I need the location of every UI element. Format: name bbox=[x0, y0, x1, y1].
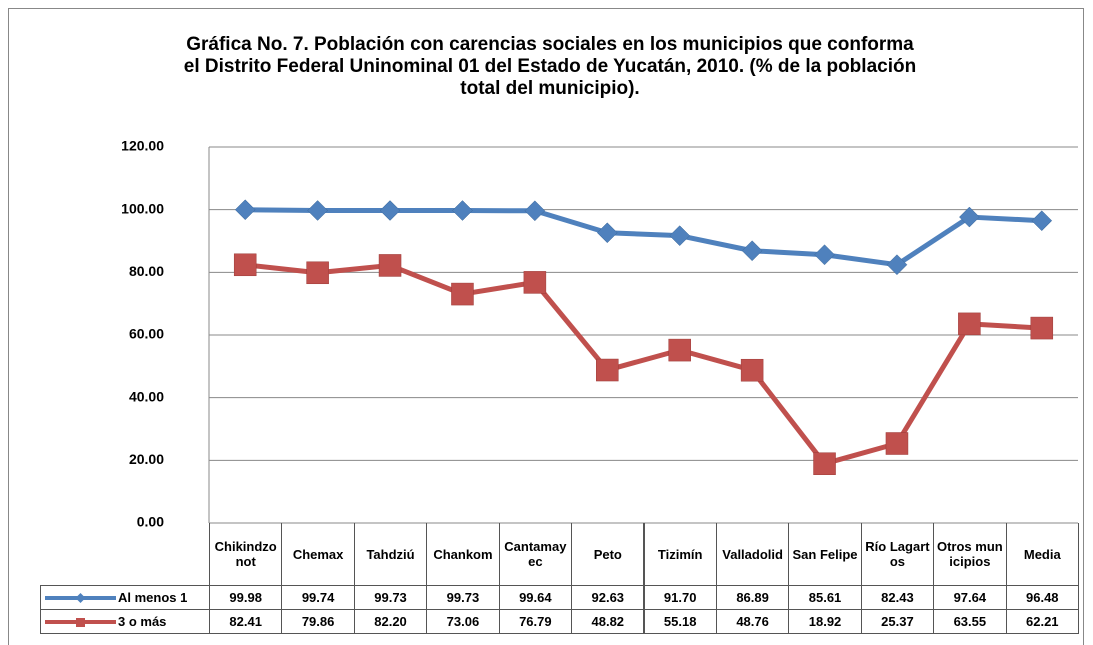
value-cell: 99.64 bbox=[498, 585, 573, 610]
marker bbox=[959, 206, 980, 228]
category-cell: Media bbox=[1005, 523, 1079, 586]
value-cell: 18.92 bbox=[788, 609, 862, 634]
legend-icon bbox=[45, 592, 116, 603]
value-cell: 97.64 bbox=[933, 585, 1007, 610]
y-tick-label: 80.00 bbox=[129, 263, 164, 279]
category-cell: Chikindzonot bbox=[209, 523, 283, 586]
value-cell: 99.74 bbox=[281, 585, 355, 610]
legend-icon bbox=[45, 617, 116, 627]
chart-frame bbox=[8, 8, 1084, 645]
value-cell: 82.20 bbox=[353, 609, 428, 634]
value-cell: 99.73 bbox=[426, 585, 500, 610]
series-line bbox=[245, 207, 1042, 268]
marker bbox=[306, 261, 329, 285]
marker bbox=[1031, 210, 1053, 232]
value-cell: 55.18 bbox=[643, 609, 717, 634]
marker bbox=[451, 282, 474, 306]
category-cell: Tizimín bbox=[643, 523, 717, 586]
marker bbox=[1030, 316, 1054, 340]
value-cell: 91.70 bbox=[643, 585, 717, 610]
y-tick-label: 20.00 bbox=[129, 451, 164, 467]
category-cell: Otros municipios bbox=[933, 523, 1007, 586]
category-cell: Chemax bbox=[281, 523, 355, 586]
marker bbox=[813, 452, 836, 475]
y-tick-label: 100.00 bbox=[121, 200, 164, 216]
category-cell: Cantamayec bbox=[498, 523, 573, 586]
marker bbox=[378, 254, 402, 277]
value-cell: 63.55 bbox=[933, 609, 1007, 634]
marker bbox=[523, 271, 547, 294]
marker bbox=[233, 253, 257, 277]
marker bbox=[234, 199, 256, 221]
marker bbox=[668, 338, 691, 362]
y-tick-label: 120.00 bbox=[121, 138, 164, 154]
value-cell: 79.86 bbox=[281, 609, 355, 634]
marker bbox=[885, 432, 909, 455]
value-cell: 73.06 bbox=[426, 609, 500, 634]
value-cell: 96.48 bbox=[1005, 585, 1079, 610]
marker bbox=[669, 225, 691, 247]
y-tick-label: 40.00 bbox=[129, 388, 164, 404]
marker bbox=[958, 312, 981, 336]
value-cell: 86.89 bbox=[715, 585, 790, 610]
series-line bbox=[244, 262, 1042, 467]
marker bbox=[596, 358, 619, 382]
value-cell: 48.82 bbox=[571, 609, 645, 634]
value-cell: 99.73 bbox=[353, 585, 428, 610]
marker bbox=[740, 358, 764, 382]
marker bbox=[741, 240, 763, 262]
value-cell: 76.79 bbox=[498, 609, 573, 634]
category-cell: Chankom bbox=[426, 523, 500, 586]
category-cell: San Felipe bbox=[788, 523, 862, 586]
legend-label: 3 o más bbox=[118, 614, 167, 629]
category-cell: Valladolid bbox=[715, 523, 790, 586]
legend-marker bbox=[76, 617, 85, 627]
marker bbox=[307, 200, 328, 221]
marker bbox=[886, 254, 908, 276]
value-cell: 99.98 bbox=[209, 585, 283, 610]
value-cell: 85.61 bbox=[788, 585, 862, 610]
value-cell: 92.63 bbox=[571, 585, 645, 610]
category-cell: Río Lagartos bbox=[860, 523, 935, 586]
chart-title: Gráfica No. 7. Población con carencias s… bbox=[183, 34, 917, 99]
marker bbox=[814, 244, 835, 266]
marker bbox=[452, 200, 473, 221]
legend-marker bbox=[75, 592, 86, 603]
category-cell: Tahdziú bbox=[353, 523, 428, 586]
y-tick-label: 0.00 bbox=[137, 514, 164, 530]
legend-cell: 3 o más bbox=[40, 609, 210, 634]
marker bbox=[379, 200, 401, 221]
value-cell: 82.43 bbox=[860, 585, 935, 610]
value-cell: 25.37 bbox=[860, 609, 935, 634]
value-cell: 48.76 bbox=[715, 609, 790, 634]
legend-label: Al menos 1 bbox=[118, 590, 188, 605]
marker bbox=[524, 200, 546, 222]
legend-cell: Al menos 1 bbox=[40, 585, 210, 610]
marker bbox=[596, 222, 618, 244]
value-cell: 82.41 bbox=[209, 609, 283, 634]
value-cell: 62.21 bbox=[1005, 609, 1079, 634]
y-tick-label: 60.00 bbox=[129, 326, 164, 342]
category-cell: Peto bbox=[571, 523, 645, 586]
